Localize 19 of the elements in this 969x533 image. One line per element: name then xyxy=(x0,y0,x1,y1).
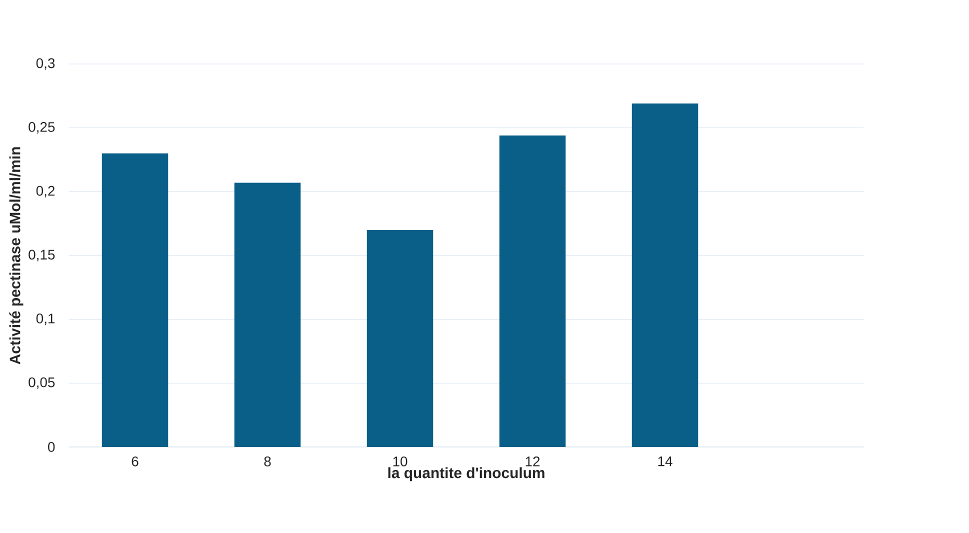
y-tick-label: 0,25 xyxy=(28,122,55,134)
x-tick-label: 8 xyxy=(264,456,271,466)
bar xyxy=(499,135,566,447)
bar xyxy=(366,230,434,447)
x-tick-label: 6 xyxy=(132,456,138,466)
bar xyxy=(102,153,168,447)
x-tick-label: 14 xyxy=(658,456,672,466)
y-tick-label: 0 xyxy=(48,442,55,452)
y-tick-label: 0,2 xyxy=(36,186,55,198)
x-tick-label: 10 xyxy=(393,456,408,466)
y-tick-label: 0,1 xyxy=(36,314,55,326)
y-tick-label: 0,05 xyxy=(28,377,55,389)
x-axis-title: la quantite d'inoculum xyxy=(388,467,544,482)
bar xyxy=(632,104,698,447)
y-tick-label: 0,15 xyxy=(28,250,55,262)
y-axis-title: Activité pectinase uMol/ml/min xyxy=(9,147,24,364)
bar xyxy=(234,182,301,447)
y-tick-label: 0,3 xyxy=(36,58,55,70)
x-tick-label: 12 xyxy=(526,456,540,466)
